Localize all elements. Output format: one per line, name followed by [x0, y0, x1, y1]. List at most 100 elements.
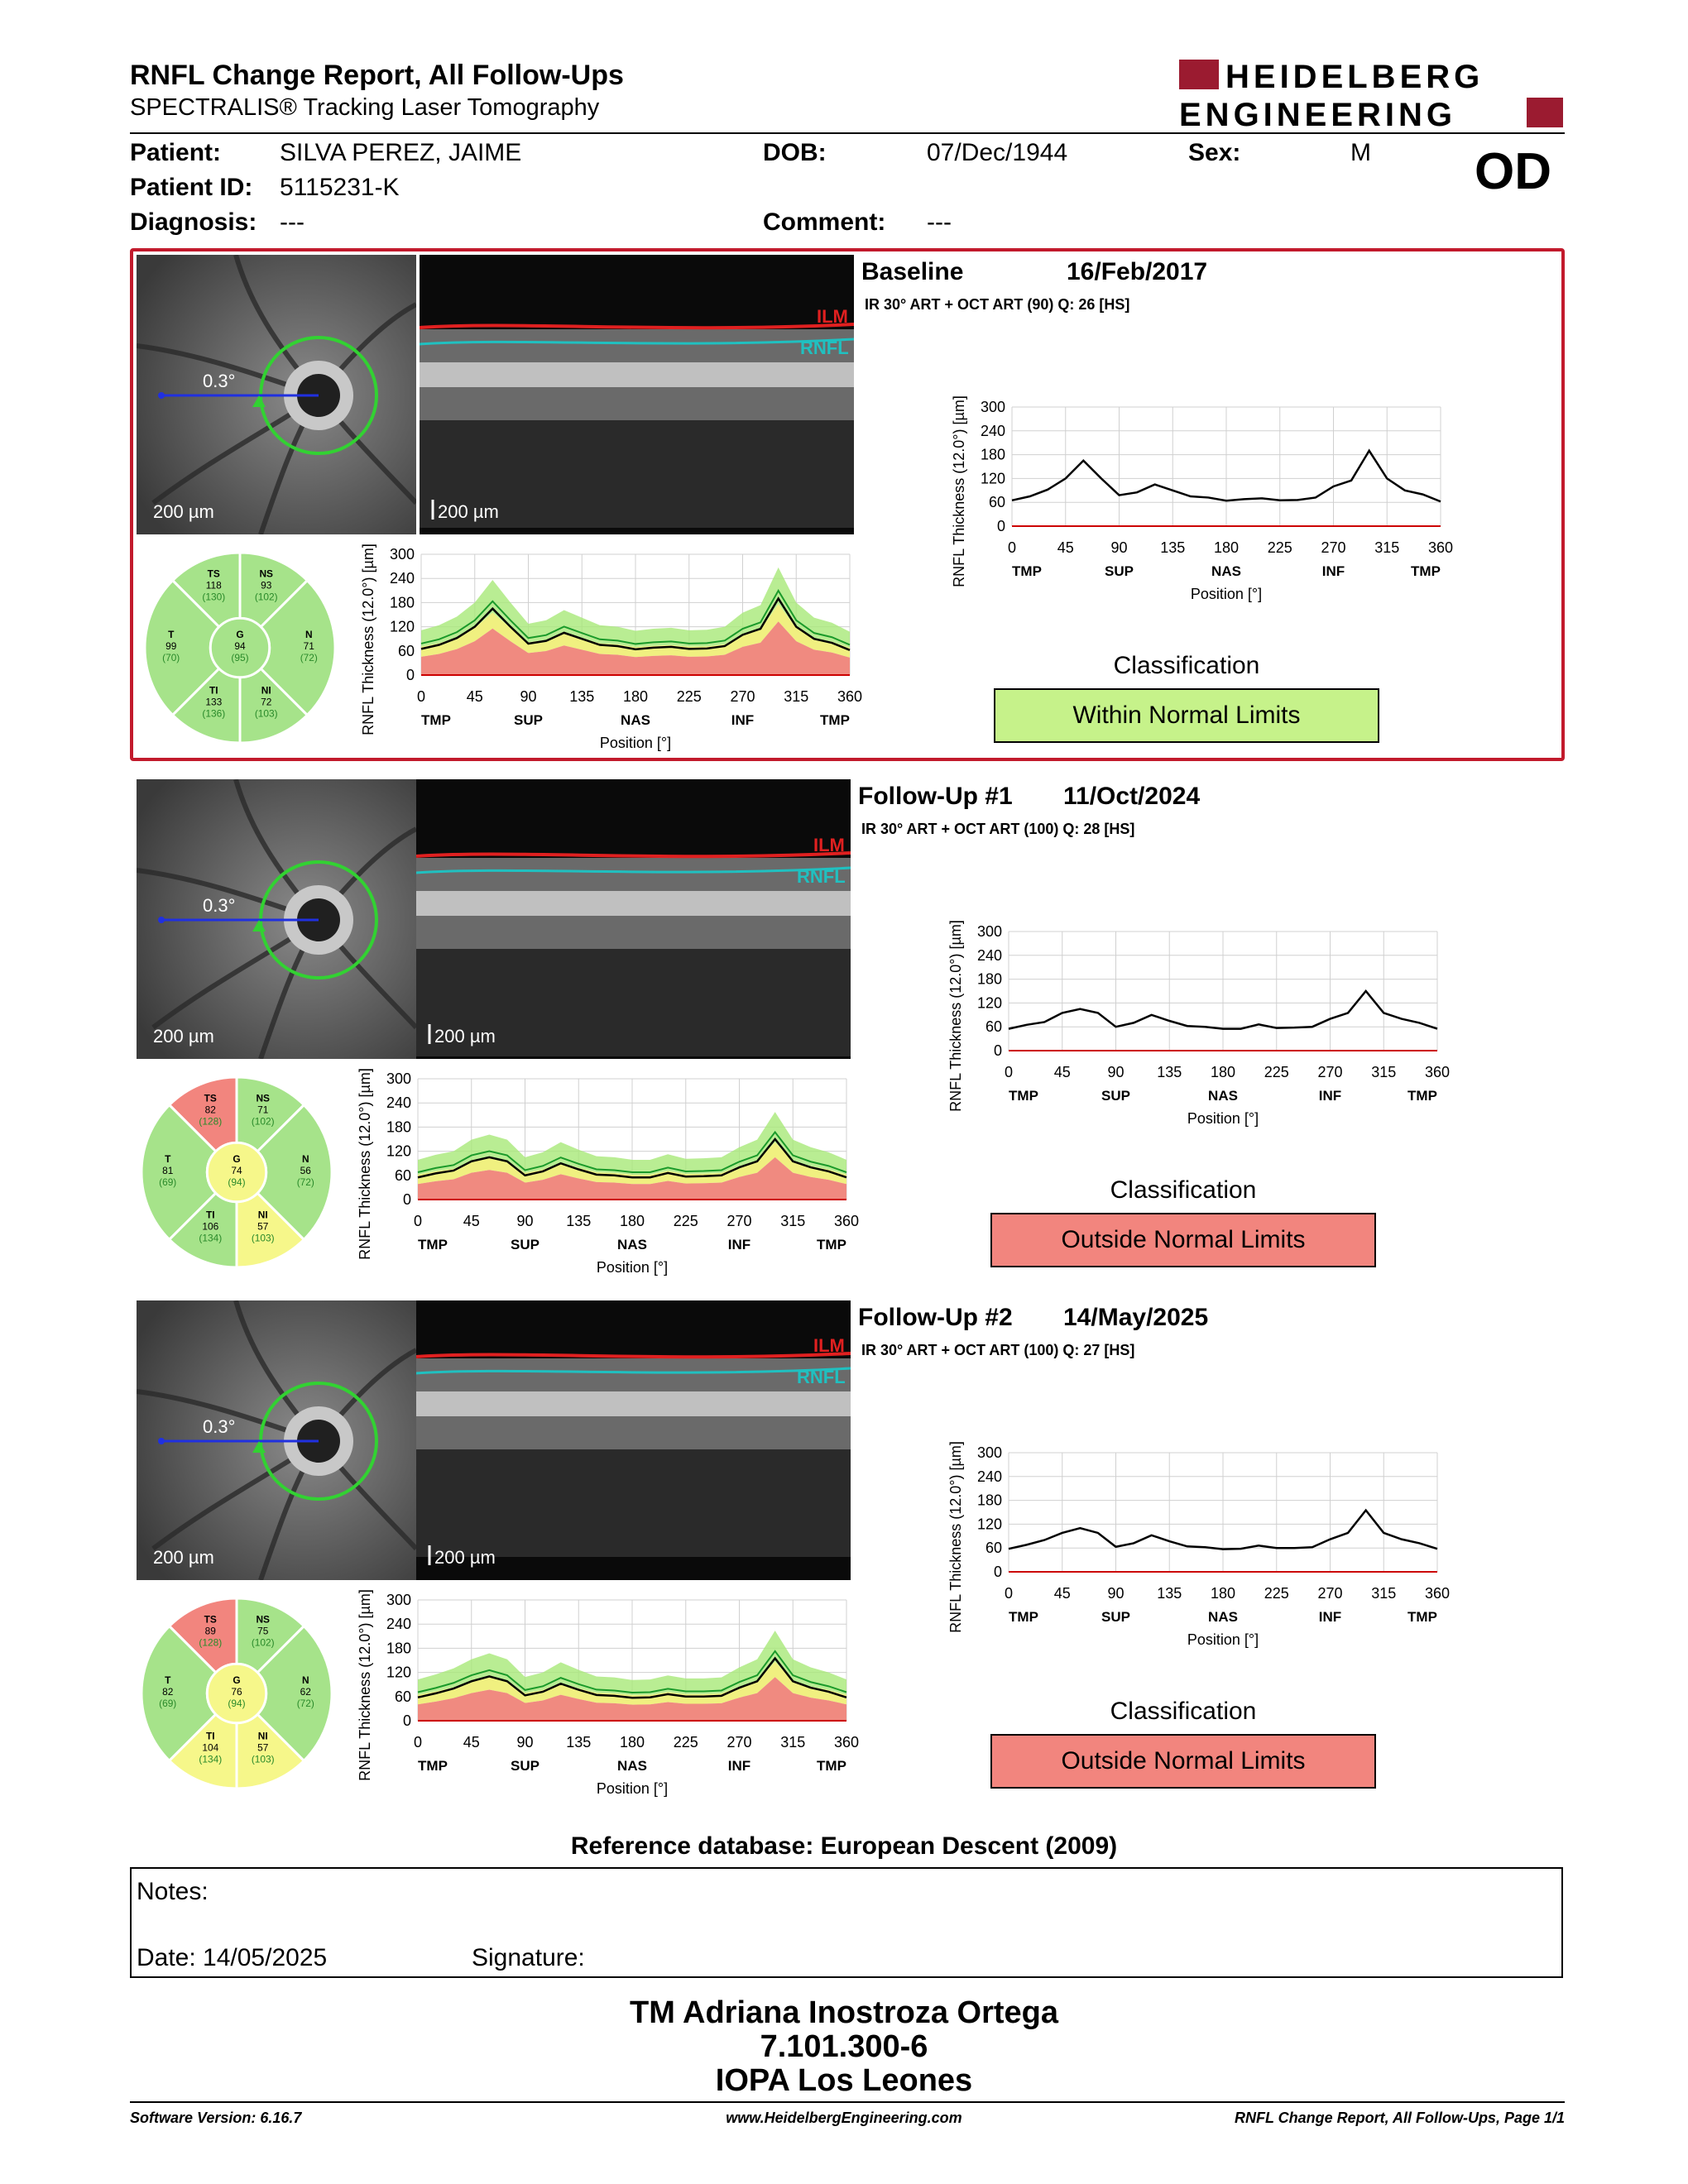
logo-text-2: ENGINEERING — [1179, 97, 1456, 129]
sector-g — [209, 616, 271, 679]
y-tick: 240 — [386, 1616, 411, 1632]
x-tick: 135 — [1157, 1585, 1182, 1602]
svg-text:(70): (70) — [162, 652, 180, 663]
dob-label: DOB: — [763, 139, 827, 166]
oct-scale-bar: 200 µm — [434, 1026, 496, 1046]
x-tick: 360 — [834, 1213, 859, 1229]
y-tick: 300 — [977, 923, 1002, 940]
ilm-label: ILM — [817, 306, 848, 327]
footer-rule — [130, 2101, 1565, 2103]
y-tick: 0 — [994, 1042, 1002, 1059]
ilm-label: ILM — [813, 1335, 845, 1356]
outside-band — [418, 1677, 846, 1721]
rnfl-reference-plot: 300 240 180 120 60 00 45 90 135 180 225 270 315 360 TM… — [360, 544, 862, 751]
y-tick: 180 — [386, 1118, 411, 1135]
svg-text:(130): (130) — [202, 591, 225, 602]
y-axis-label: RNFL Thickness (12.0°) [µm] — [947, 920, 964, 1112]
x-axis-label: Position [°] — [1191, 586, 1262, 602]
svg-text:(72): (72) — [297, 1176, 314, 1188]
x-tick: 270 — [1317, 1585, 1342, 1602]
oct-scale-bar: 200 µm — [434, 1547, 496, 1568]
svg-text:NS: NS — [259, 568, 273, 580]
svg-text:TI: TI — [206, 1731, 215, 1742]
eye-indicator: OD — [1475, 143, 1551, 200]
borderline-band — [418, 1142, 846, 1185]
exam-panel-2: 0.3° 200 µm ILM RNFL 200 µm TS 89 (128) NS 75 (102… — [130, 1297, 1565, 1810]
svg-text:(94): (94) — [228, 1698, 245, 1709]
logo-text-1: HEIDELBERG — [1225, 59, 1484, 95]
date-label: Date: 14/05/2025 — [137, 1944, 328, 1971]
y-axis-label: RNFL Thickness (12.0°) [µm] — [357, 1589, 373, 1781]
svg-text:81: 81 — [162, 1165, 174, 1176]
normal-mean-line — [420, 589, 851, 646]
oct-bscan-image: ILM RNFL 200 µm — [416, 1300, 851, 1580]
svg-text:G: G — [233, 1674, 240, 1686]
exam-date: 14/May/2025 — [1063, 1304, 1209, 1331]
x-tick: 315 — [784, 688, 808, 705]
svg-text:T: T — [168, 629, 175, 640]
angle-label: 0.3° — [203, 371, 235, 391]
ir-scale-bar: 200 µm — [153, 1547, 214, 1568]
patient-name: SILVA PEREZ, JAIME — [280, 139, 522, 166]
y-tick: 0 — [403, 1712, 411, 1729]
exam-date: 11/Oct/2024 — [1063, 783, 1201, 810]
exam-name: Follow-Up #1 — [858, 783, 1013, 810]
normal-range-band — [418, 1112, 846, 1175]
svg-text:(102): (102) — [252, 1636, 275, 1648]
y-tick: 180 — [977, 1492, 1002, 1509]
y-tick: 180 — [386, 1640, 411, 1656]
x-tick: 225 — [1264, 1064, 1289, 1080]
website-link[interactable]: www.HeidelbergEngineering.com — [726, 2110, 962, 2126]
x-axis-label: Position [°] — [600, 735, 671, 751]
patient-id-label: Patient ID: — [130, 174, 253, 201]
x-tick: 135 — [1157, 1064, 1182, 1080]
classification-label: Classification — [1110, 1698, 1257, 1725]
signer-id: 7.101.300-6 — [760, 2029, 928, 2064]
svg-text:94: 94 — [234, 640, 246, 652]
x-tick: 315 — [1371, 1064, 1396, 1080]
svg-text:76: 76 — [231, 1686, 242, 1698]
sector-g — [205, 1662, 268, 1725]
region-label: TMP — [817, 1758, 846, 1774]
exam-acquisition-info: IR 30° ART + OCT ART (90) Q: 26 [HS] — [865, 296, 1130, 313]
y-tick: 60 — [989, 494, 1005, 510]
region-label: SUP — [514, 712, 543, 728]
sex-label: Sex: — [1188, 139, 1241, 166]
svg-text:(128): (128) — [199, 1636, 222, 1648]
exam-panel-1: 0.3° 200 µm ILM RNFL 200 µm TS 82 (128) NS 71 (102… — [130, 776, 1565, 1289]
ir-fundus-image: 0.3° 200 µm — [137, 1300, 416, 1580]
svg-text:74: 74 — [231, 1165, 242, 1176]
svg-text:N: N — [302, 1674, 309, 1686]
classification-result: Within Normal Limits — [994, 688, 1379, 743]
patient-label: Patient: — [130, 139, 222, 166]
region-label: TMP — [820, 712, 850, 728]
svg-text:NI: NI — [258, 1731, 268, 1742]
region-label: NAS — [617, 1237, 647, 1252]
region-label: TMP — [1009, 1088, 1038, 1104]
svg-text:57: 57 — [257, 1741, 269, 1753]
oct-bscan-image: ILM RNFL 200 µm — [416, 779, 851, 1059]
svg-text:104: 104 — [202, 1741, 218, 1753]
y-tick: 60 — [985, 1018, 1002, 1035]
x-tick: 45 — [1057, 539, 1074, 556]
exam-panel-0[interactable]: 0.3° 200 µm ILM RNFL 200 µm TS 118 (130) NS 93 (10… — [130, 248, 1565, 761]
y-tick: 0 — [406, 667, 415, 683]
y-tick: 240 — [977, 947, 1002, 964]
signer-institution: IOPA Los Leones — [715, 2063, 973, 2098]
region-label: TMP — [418, 1758, 448, 1774]
region-label: NAS — [1211, 563, 1241, 579]
svg-text:TI: TI — [206, 1209, 215, 1221]
region-label: NAS — [1208, 1609, 1238, 1625]
region-label: INF — [728, 1758, 750, 1774]
region-label: SUP — [511, 1237, 539, 1252]
ir-fundus-image: 0.3° 200 µm — [137, 779, 416, 1059]
y-tick: 300 — [386, 1070, 411, 1087]
region-label: SUP — [511, 1758, 539, 1774]
x-tick: 0 — [1005, 1064, 1013, 1080]
svg-text:NI: NI — [261, 685, 271, 697]
exam-acquisition-info: IR 30° ART + OCT ART (100) Q: 27 [HS] — [861, 1342, 1135, 1358]
y-tick: 60 — [985, 1540, 1002, 1556]
svg-text:T: T — [165, 1153, 171, 1165]
normal-range-band — [418, 1631, 846, 1696]
